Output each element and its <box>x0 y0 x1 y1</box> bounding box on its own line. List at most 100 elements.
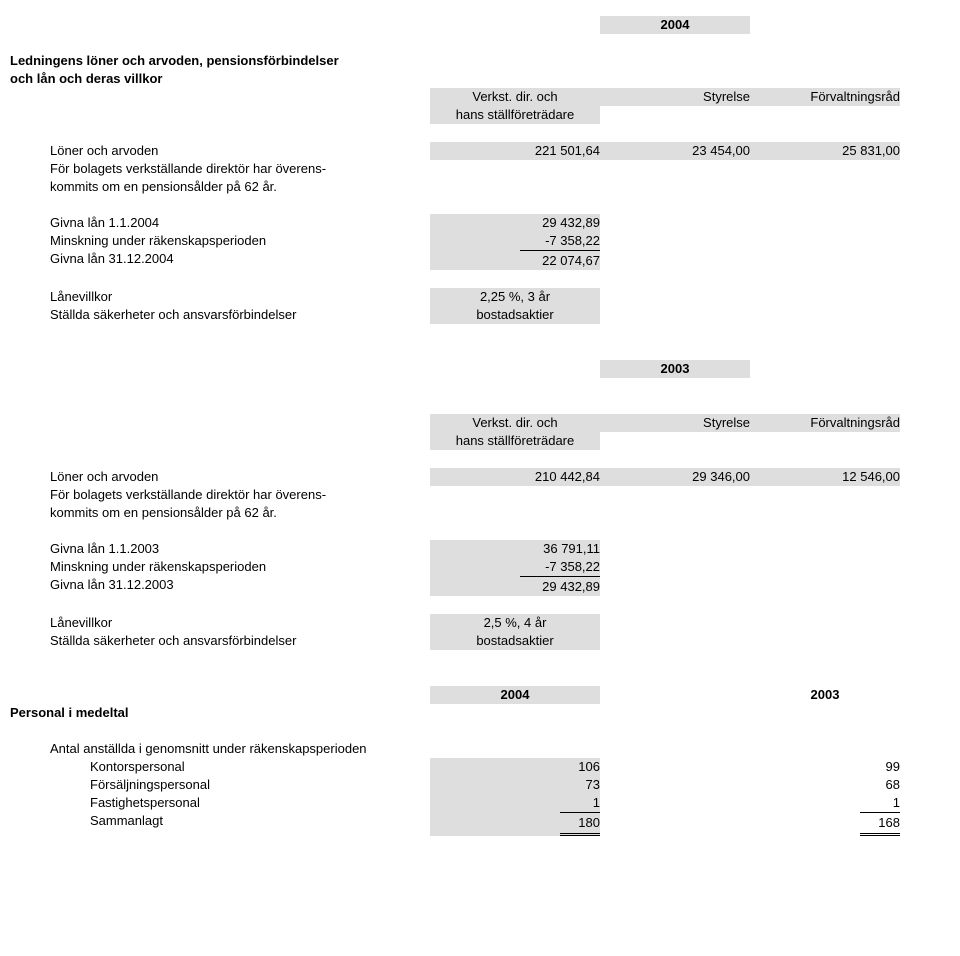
securities-2004: Ställda säkerheter och ansvarsförbindels… <box>10 306 930 324</box>
personal-sum-label: Sammanlagt <box>10 812 430 830</box>
loan-dec-val: -7 358,22 <box>430 232 600 250</box>
section-2004-gap3 <box>10 196 930 214</box>
personal-sum-v2-text: 168 <box>860 812 900 832</box>
personal-year-2003: 2003 <box>750 686 900 704</box>
personal-sum-v2: 168 <box>750 812 900 836</box>
section-2003-gap <box>10 378 930 396</box>
loan-open-val: 29 432,89 <box>430 214 600 232</box>
personal-intro: Antal anställda i genomsnitt under räken… <box>10 740 430 758</box>
securities-label: Ställda säkerheter och ansvarsförbindels… <box>10 306 430 324</box>
section-2004-title-row2: och lån och deras villkor <box>10 70 930 88</box>
loan-close-2004: Givna lån 31.12.2004 22 074,67 <box>10 250 930 270</box>
colhdr-forvaltningsrad-2003: Förvaltningsråd <box>750 414 900 432</box>
personal-title-row: Personal i medeltal <box>10 704 930 722</box>
personal-row-v2: 99 <box>750 758 900 776</box>
terms-val: 2,25 %, 3 år <box>430 288 600 306</box>
personal-row-2: Fastighetspersonal 1 1 <box>10 794 930 812</box>
personal-row-v2: 1 <box>750 794 900 812</box>
personal-title: Personal i medeltal <box>10 704 430 722</box>
salary-note2-2003: kommits om en pensionsålder på 62 år. <box>10 504 930 522</box>
salary-note2-2004: kommits om en pensionsålder på 62 år. <box>10 178 930 196</box>
salary-v2-2003: 29 346,00 <box>600 468 750 486</box>
section-2004-gap2 <box>10 124 930 142</box>
section-2003-gap4 <box>10 596 930 614</box>
securities-val-2003: bostadsaktier <box>430 632 600 650</box>
salary-v3: 25 831,00 <box>750 142 900 160</box>
section-title-line2: och lån och deras villkor <box>10 70 430 88</box>
year-2004: 2004 <box>600 16 750 34</box>
loan-open-label: Givna lån 1.1.2004 <box>10 214 430 232</box>
section-title-line1: Ledningens löner och arvoden, pensionsfö… <box>10 52 430 70</box>
colhdr-forvaltningsrad: Förvaltningsråd <box>750 88 900 106</box>
loan-close-label-2003: Givna lån 31.12.2003 <box>10 576 430 594</box>
salary-note1-2003: För bolagets verkställande direktör har … <box>10 486 930 504</box>
document-page: 2004 Ledningens löner och arvoden, pensi… <box>0 0 960 876</box>
personal-sum-v1: 180 <box>430 812 600 836</box>
colhdr-verkst-l1-2003: Verkst. dir. och <box>430 414 600 432</box>
personal-row-v1: 106 <box>430 758 600 776</box>
loan-open-val-2003: 36 791,11 <box>430 540 600 558</box>
salary-note1-2003-txt: För bolagets verkställande direktör har … <box>10 486 430 504</box>
personal-row-0: Kontorspersonal 106 99 <box>10 758 930 776</box>
salary-label: Löner och arvoden <box>10 142 430 160</box>
loan-dec-2004: Minskning under räkenskapsperioden -7 35… <box>10 232 930 250</box>
salary-note2-2003-txt: kommits om en pensionsålder på 62 år. <box>10 504 430 522</box>
colhdr-verkst-l1: Verkst. dir. och <box>430 88 600 106</box>
personal-intro-row: Antal anställda i genomsnitt under räken… <box>10 740 930 758</box>
personal-year-row: 2004 2003 <box>10 686 930 704</box>
section-2004-title-row1: Ledningens löner och arvoden, pensionsfö… <box>10 52 930 70</box>
salary-label-2003: Löner och arvoden <box>10 468 430 486</box>
colhdr-verkst-l2-2003: hans ställföreträdare <box>430 432 600 450</box>
loan-close-label: Givna lån 31.12.2004 <box>10 250 430 268</box>
securities-val: bostadsaktier <box>430 306 600 324</box>
loan-close-val: 22 074,67 <box>430 250 600 270</box>
terms-2004: Lånevillkor 2,25 %, 3 år <box>10 288 930 306</box>
personal-row-label: Kontorspersonal <box>10 758 430 776</box>
loan-dec-2003: Minskning under räkenskapsperioden -7 35… <box>10 558 930 576</box>
salary-note2: kommits om en pensionsålder på 62 år. <box>10 178 430 196</box>
terms-val-2003: 2,5 %, 4 år <box>430 614 600 632</box>
section-2003-colhdr1: Verkst. dir. och Styrelse Förvaltningsrå… <box>10 414 930 432</box>
personal-sum-row: Sammanlagt 180 168 <box>10 812 930 836</box>
loan-close-val-text: 22 074,67 <box>520 250 600 270</box>
loan-open-2004: Givna lån 1.1.2004 29 432,89 <box>10 214 930 232</box>
section-2004-gap <box>10 34 930 52</box>
salary-row-2003: Löner och arvoden 210 442,84 29 346,00 1… <box>10 468 930 486</box>
terms-label: Lånevillkor <box>10 288 430 306</box>
personal-row-label: Försäljningspersonal <box>10 776 430 794</box>
colhdr-verkst-l2: hans ställföreträdare <box>430 106 600 124</box>
securities-label-2003: Ställda säkerheter och ansvarsförbindels… <box>10 632 430 650</box>
salary-note1-2004: För bolagets verkställande direktör har … <box>10 160 930 178</box>
section-2004-colhdr1: Verkst. dir. och Styrelse Förvaltningsrå… <box>10 88 930 106</box>
loan-dec-label: Minskning under räkenskapsperioden <box>10 232 430 250</box>
section-2004-year-row: 2004 <box>10 16 930 34</box>
colhdr-styrelse-2003: Styrelse <box>600 414 750 432</box>
salary-v3-2003: 12 546,00 <box>750 468 900 486</box>
salary-v2: 23 454,00 <box>600 142 750 160</box>
personal-row-label: Fastighetspersonal <box>10 794 430 812</box>
personal-row-v1: 73 <box>430 776 600 794</box>
personal-gap <box>10 722 930 740</box>
section-2004-gap4 <box>10 270 930 288</box>
personal-row-v2: 68 <box>750 776 900 794</box>
personal-row-v1: 1 <box>430 794 600 812</box>
section-2003-gap3 <box>10 522 930 540</box>
colhdr-styrelse: Styrelse <box>600 88 750 106</box>
terms-label-2003: Lånevillkor <box>10 614 430 632</box>
personal-sum-v1-text: 180 <box>560 812 600 832</box>
section-2003-gap2 <box>10 450 930 468</box>
securities-2003: Ställda säkerheter och ansvarsförbindels… <box>10 632 930 650</box>
loan-close-val-text-2003: 29 432,89 <box>520 576 600 596</box>
section-2004-colhdr2: hans ställföreträdare <box>10 106 930 124</box>
section-2003-colhdr2: hans ställföreträdare <box>10 432 930 450</box>
personal-year-2004: 2004 <box>430 686 600 704</box>
year-2003: 2003 <box>600 360 750 378</box>
loan-open-2003: Givna lån 1.1.2003 36 791,11 <box>10 540 930 558</box>
loan-open-label-2003: Givna lån 1.1.2003 <box>10 540 430 558</box>
salary-v1: 221 501,64 <box>430 142 600 160</box>
salary-row-2004: Löner och arvoden 221 501,64 23 454,00 2… <box>10 142 930 160</box>
section-2003-year-row: 2003 <box>10 360 930 378</box>
salary-note1: För bolagets verkställande direktör har … <box>10 160 430 178</box>
terms-2003: Lånevillkor 2,5 %, 4 år <box>10 614 930 632</box>
loan-dec-label-2003: Minskning under räkenskapsperioden <box>10 558 430 576</box>
